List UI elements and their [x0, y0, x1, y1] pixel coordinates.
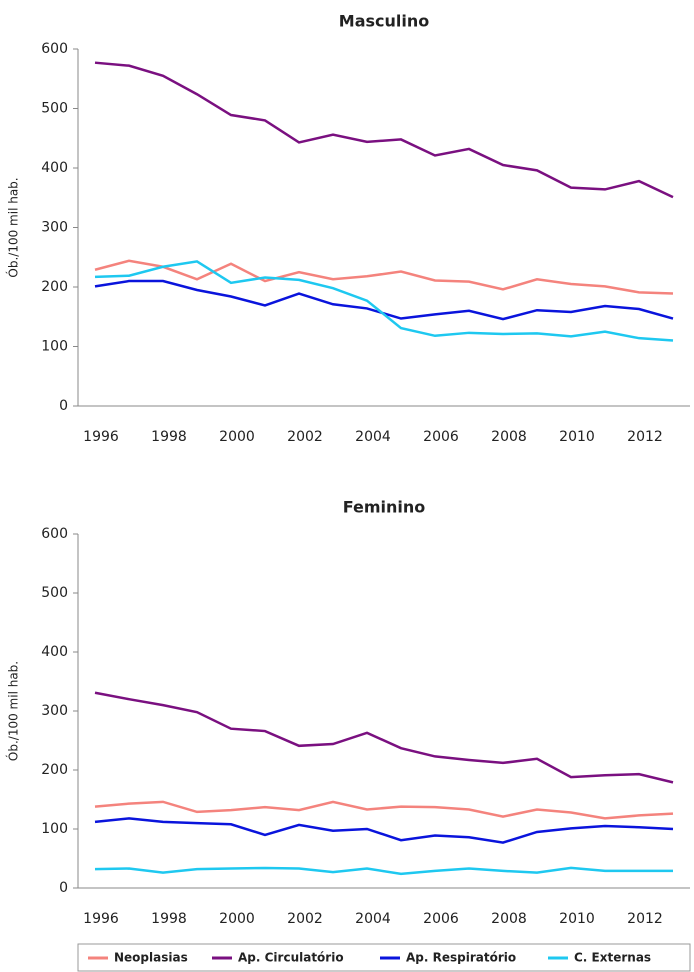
legend-label: Ap. Respiratório [406, 951, 516, 965]
x-tick-label: 2006 [423, 429, 459, 445]
y-tick-label: 500 [41, 585, 68, 601]
y-tick-label: 400 [41, 644, 68, 660]
series-line [94, 691, 674, 784]
x-tick-label: 2008 [491, 429, 527, 445]
series-line [94, 260, 674, 342]
y-tick-label: 100 [41, 339, 68, 355]
x-tick-label: 2012 [627, 911, 663, 927]
legend-label: C. Externas [574, 951, 651, 965]
y-tick-label: 200 [41, 762, 68, 778]
y-tick-label: 500 [41, 101, 68, 117]
x-tick-label: 2008 [491, 911, 527, 927]
y-axis-title: Ób./100 mil hab. [6, 177, 21, 277]
legend-label: Neoplasias [114, 951, 188, 965]
x-tick-label: 1998 [151, 429, 187, 445]
series-line [94, 61, 674, 199]
y-axis-title: Ób./100 mil hab. [6, 661, 21, 761]
y-tick-label: 300 [41, 220, 68, 236]
x-tick-label: 1996 [83, 911, 119, 927]
series-line [94, 866, 673, 876]
y-tick-label: 600 [41, 41, 68, 57]
x-tick-label: 2004 [355, 911, 391, 927]
legend-label: Ap. Circulatório [238, 951, 344, 965]
series-line [94, 800, 674, 820]
x-tick-label: 2002 [287, 911, 323, 927]
y-tick-label: 300 [41, 703, 68, 719]
series-line [94, 817, 674, 844]
y-tick-label: 200 [41, 279, 68, 295]
x-tick-label: 1996 [83, 429, 119, 445]
y-tick-label: 0 [59, 880, 68, 896]
y-tick-label: 400 [41, 160, 68, 176]
y-tick-label: 100 [41, 821, 68, 837]
series-line [94, 259, 674, 295]
x-tick-label: 2002 [287, 429, 323, 445]
x-tick-label: 2004 [355, 429, 391, 445]
x-tick-label: 2000 [219, 429, 255, 445]
x-tick-label: 1998 [151, 911, 187, 927]
chart-title: Feminino [343, 498, 426, 517]
x-tick-label: 2012 [627, 429, 663, 445]
y-tick-label: 600 [41, 526, 68, 542]
x-tick-label: 2000 [219, 911, 255, 927]
x-tick-label: 2010 [559, 911, 595, 927]
x-tick-label: 2010 [559, 429, 595, 445]
chart-title: Masculino [339, 12, 429, 31]
y-tick-label: 0 [59, 398, 68, 414]
x-tick-label: 2006 [423, 911, 459, 927]
